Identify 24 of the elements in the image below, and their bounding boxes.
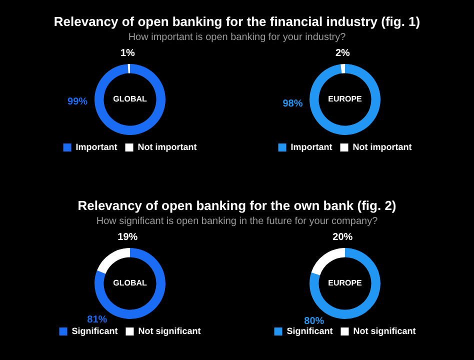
data-label: 80% bbox=[304, 316, 324, 327]
text: GLOBAL bbox=[113, 94, 147, 104]
data-label: 2% bbox=[335, 48, 350, 59]
text: Relevancy of open banking for the financial industry (fig. 1) bbox=[52, 14, 422, 29]
text: How important is open banking for your industry? bbox=[127, 32, 347, 43]
data-label: 20% bbox=[332, 232, 353, 243]
legend-label: Not significant bbox=[353, 326, 416, 336]
data-label: 1% bbox=[120, 48, 136, 59]
text: GLOBAL bbox=[113, 278, 147, 288]
legend-label: Important bbox=[76, 142, 118, 152]
legend-label: Important bbox=[290, 142, 332, 152]
text: EUROPE bbox=[328, 278, 363, 288]
text: Relevancy of open banking for the own bank (fig. 2) bbox=[76, 198, 398, 213]
legend-label: Not important bbox=[138, 142, 197, 152]
data-label: 99% bbox=[68, 96, 88, 108]
legend-label: Not important bbox=[352, 142, 412, 152]
text: How significant is open banking in the future for your company? bbox=[95, 216, 379, 227]
legend-label: Significant bbox=[72, 326, 118, 336]
text: EUROPE bbox=[328, 94, 363, 104]
legend-label: Not significant bbox=[138, 326, 201, 336]
data-label: 81% bbox=[87, 314, 108, 326]
data-label: 19% bbox=[118, 232, 138, 243]
legend-label: Significant bbox=[286, 326, 333, 336]
data-label: 98% bbox=[282, 98, 303, 110]
